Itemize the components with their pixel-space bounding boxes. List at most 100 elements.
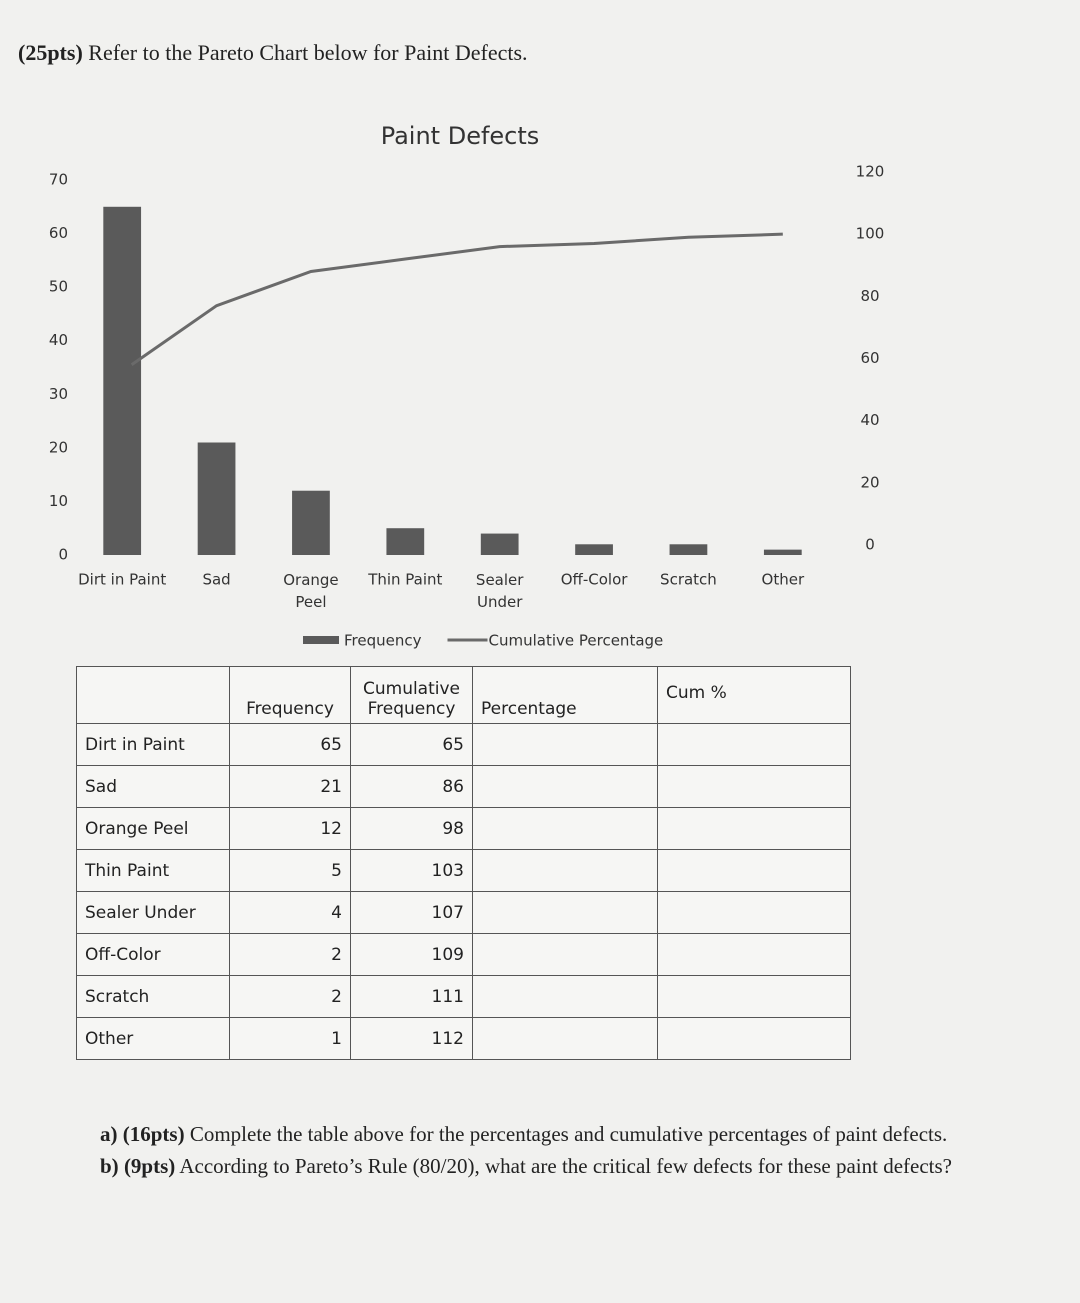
frequency: 2	[229, 933, 351, 976]
table-row: Orange Peel 12 98	[76, 807, 851, 850]
percentage-cell	[472, 891, 658, 934]
header-cell: Cumulative Frequency	[350, 666, 473, 724]
y-tick-label: 30	[49, 385, 68, 403]
cum-percent-cell	[657, 933, 851, 976]
table-row: Sealer Under 4 107	[76, 891, 851, 934]
y2-tick-label: 40	[860, 411, 879, 429]
percentage-cell	[472, 765, 658, 808]
frequency: 12	[229, 807, 351, 850]
defect-name: Off-Color	[76, 933, 230, 976]
bar	[103, 206, 142, 556]
frequency: 1	[229, 1017, 351, 1060]
defect-name: Sad	[76, 765, 230, 808]
y-tick-label: 0	[58, 546, 68, 564]
frequency: 21	[229, 765, 351, 808]
cumulative-frequency: 109	[350, 933, 473, 976]
cumulative-frequency: 86	[350, 765, 473, 808]
question-points: (16pts)	[122, 1122, 185, 1146]
y-tick-label: 70	[49, 171, 68, 189]
bar	[480, 533, 519, 555]
data-table: Frequency Cumulative Frequency Percentag…	[76, 666, 851, 1060]
y2-tick-label: 80	[860, 287, 879, 305]
legend-label: Frequency	[344, 632, 422, 650]
x-tick-label: Dirt in Paint	[78, 571, 166, 589]
bar	[763, 549, 802, 555]
bar	[386, 528, 425, 555]
header-cell	[76, 666, 230, 724]
cumulative-frequency: 65	[350, 723, 473, 766]
percentage-cell	[472, 723, 658, 766]
cum-percent-cell	[657, 849, 851, 892]
chart: Paint Defects 0 10 20 30 40 50 60 70 0 20 40 60 80 10…	[49, 122, 885, 650]
bar	[669, 544, 708, 555]
defect-name: Sealer Under	[76, 891, 230, 934]
y2-tick-label: 20	[860, 473, 879, 491]
x-tick-label: Other	[762, 571, 805, 589]
question: a) (16pts) Complete the table above for …	[100, 1118, 952, 1150]
defect-name: Other	[76, 1017, 230, 1060]
cumulative-frequency: 107	[350, 891, 473, 934]
defect-name: Scratch	[76, 975, 230, 1018]
frequency: 65	[229, 723, 351, 766]
question-label: a)	[100, 1122, 118, 1146]
cumulative-line	[130, 232, 783, 366]
x-tick-label: Sad	[202, 571, 230, 589]
header-cell: Percentage	[472, 666, 658, 724]
question: b) (9pts) According to Pareto’s Rule (80…	[100, 1150, 952, 1182]
y-tick-label: 40	[49, 331, 68, 349]
legend-label: Cumulative Percentage	[489, 632, 664, 650]
header-cell: Cum %	[657, 666, 851, 724]
legend-swatch	[303, 636, 339, 644]
y-tick-label: 20	[49, 438, 68, 456]
question-points: (9pts)	[123, 1154, 176, 1178]
cumulative-frequency: 112	[350, 1017, 473, 1060]
table-row: Off-Color 2 109	[76, 933, 851, 976]
points: (25pts)	[18, 40, 83, 65]
chart-title: Paint Defects	[381, 122, 540, 150]
x-tick-label: Scratch	[660, 571, 717, 589]
percentage-cell	[472, 1017, 658, 1060]
cumulative-frequency: 111	[350, 975, 473, 1018]
y2-tick-label: 100	[856, 225, 885, 243]
defect-name: Thin Paint	[76, 849, 230, 892]
table-row: Other 1 112	[76, 1017, 851, 1060]
y-tick-label: 60	[49, 224, 68, 242]
question-text: According to Pareto’s Rule (80/20), what…	[179, 1154, 952, 1178]
percentage-cell	[472, 849, 658, 892]
header-row: Frequency Cumulative Frequency Percentag…	[76, 666, 851, 724]
table-row: Sad 21 86	[76, 765, 851, 808]
bar	[575, 544, 613, 555]
y2-tick-label: 120	[856, 163, 885, 181]
percentage-cell	[472, 975, 658, 1018]
x-tick-label: Thin Paint	[367, 571, 442, 589]
x-tick-label: Orange Peel	[283, 571, 338, 611]
percentage-cell	[472, 933, 658, 976]
percentage-cell	[472, 807, 658, 850]
bar	[197, 442, 236, 555]
cumulative-frequency: 98	[350, 807, 473, 850]
x-tick-label: Sealer Under	[476, 571, 524, 611]
table-row: Thin Paint 5 103	[76, 849, 851, 892]
cum-percent-cell	[657, 1017, 851, 1060]
frequency: 2	[229, 975, 351, 1018]
cum-percent-cell	[657, 891, 851, 934]
table-row: Scratch 2 111	[76, 975, 851, 1018]
cum-percent-cell	[657, 723, 851, 766]
header-cell: Frequency	[229, 666, 351, 724]
question-label: b)	[100, 1154, 119, 1178]
cumulative-frequency: 103	[350, 849, 473, 892]
x-tick-label: Off-Color	[561, 571, 629, 589]
frequency: 4	[229, 891, 351, 934]
defect-name: Orange Peel	[76, 807, 230, 850]
y2-tick-label: 60	[860, 349, 879, 367]
questions: a) (16pts) Complete the table above for …	[100, 1118, 952, 1182]
cum-percent-cell	[657, 807, 851, 850]
header-text: Refer to the Pareto Chart below for Pain…	[88, 40, 528, 65]
frequency: 5	[229, 849, 351, 892]
question-text: Complete the table above for the percent…	[189, 1122, 948, 1146]
cum-percent-cell	[657, 975, 851, 1018]
question-header: (25pts) Refer to the Pareto Chart below …	[18, 40, 528, 66]
defect-name: Dirt in Paint	[76, 723, 230, 766]
y-tick-label: 50	[49, 278, 68, 296]
